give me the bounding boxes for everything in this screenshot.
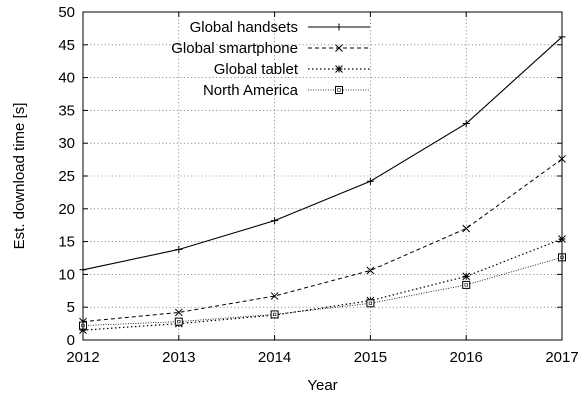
data-point [464, 283, 468, 287]
series-line [82, 238, 563, 331]
data-point [270, 292, 279, 300]
y-tick-label: 50 [58, 4, 75, 21]
series-lines [79, 33, 566, 335]
data-point [462, 224, 471, 233]
series-3 [79, 253, 566, 330]
series-line [82, 256, 563, 326]
legend-marker [335, 65, 343, 73]
plot-frame [82, 11, 563, 341]
x-tick-label: 2016 [450, 349, 483, 366]
x-tick-label: 2012 [66, 349, 99, 366]
data-point [366, 177, 374, 185]
series-0 [79, 33, 566, 274]
data-point [462, 120, 470, 128]
y-tick-label: 15 [58, 234, 75, 251]
data-point [177, 320, 181, 324]
x-tick-label: 2014 [258, 349, 291, 366]
data-point [366, 266, 375, 275]
legend: Global handsets Global smartphone Global t… [171, 19, 370, 99]
data-point [175, 245, 183, 253]
data-point [271, 217, 279, 225]
data-point [272, 312, 277, 317]
y-tick-label: 45 [58, 37, 75, 54]
x-ticks: 2012 2013 2014 2015 2016 2017 [66, 12, 579, 366]
y-tick-label: 35 [58, 102, 75, 119]
x-tick-label: 2017 [545, 349, 578, 366]
x-axis-label: Year [307, 377, 337, 394]
series-line [82, 36, 563, 271]
series-line [82, 158, 563, 323]
y-tick-label: 5 [67, 299, 75, 316]
x-tick-label: 2013 [162, 349, 195, 366]
x-tick-label: 2015 [354, 349, 387, 366]
y-tick-label: 25 [58, 168, 75, 185]
y-tick-label: 30 [58, 135, 75, 152]
y-tick-label: 0 [67, 332, 75, 349]
data-point [368, 301, 373, 305]
legend-marker [337, 88, 341, 92]
series-2 [79, 235, 566, 335]
legend-label: North America [203, 82, 299, 99]
legend-marker [335, 44, 343, 52]
data-point [174, 308, 183, 317]
y-tick-label: 20 [58, 201, 75, 218]
data-point [462, 280, 471, 289]
y-tick-label: 40 [58, 70, 75, 87]
legend-marker [335, 86, 343, 94]
data-point [366, 299, 375, 308]
data-point [270, 310, 279, 319]
grid-lines [83, 12, 562, 340]
legend-label: Global tablet [214, 61, 299, 78]
data-point [174, 317, 183, 326]
series-1 [79, 155, 566, 326]
legend-marker [335, 23, 343, 31]
data-point [462, 272, 471, 281]
legend-label: Global smartphone [171, 40, 298, 57]
legend-label: Global handsets [190, 19, 298, 36]
y-tick-label: 10 [58, 266, 75, 283]
y-ticks: 0 5 10 15 20 25 30 35 40 45 50 [58, 4, 562, 349]
y-axis-label: Est. download time [s] [11, 103, 28, 250]
